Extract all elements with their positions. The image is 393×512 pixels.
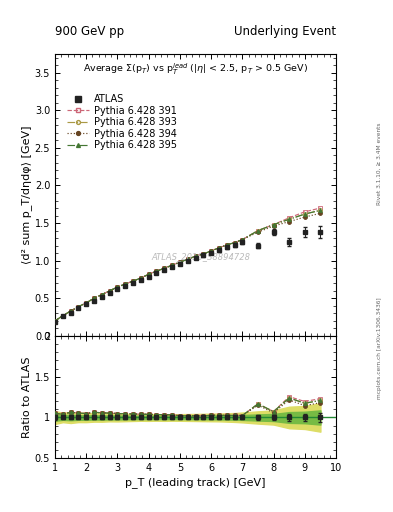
Text: ATLAS_2010_S8894728: ATLAS_2010_S8894728 bbox=[152, 252, 251, 262]
Legend: ATLAS, Pythia 6.428 391, Pythia 6.428 393, Pythia 6.428 394, Pythia 6.428 395: ATLAS, Pythia 6.428 391, Pythia 6.428 39… bbox=[66, 93, 179, 152]
Y-axis label: ⟨d² sum p_T/dηdφ⟩ [GeV]: ⟨d² sum p_T/dηdφ⟩ [GeV] bbox=[21, 125, 32, 264]
Text: Rivet 3.1.10, ≥ 3.4M events: Rivet 3.1.10, ≥ 3.4M events bbox=[377, 122, 382, 205]
Y-axis label: Ratio to ATLAS: Ratio to ATLAS bbox=[22, 356, 32, 438]
Text: 900 GeV pp: 900 GeV pp bbox=[55, 26, 124, 38]
Text: Average $\Sigma$(p$_T$) vs p$_T^{lead}$ (|$\eta$| < 2.5, p$_T$ > 0.5 GeV): Average $\Sigma$(p$_T$) vs p$_T^{lead}$ … bbox=[83, 62, 308, 77]
Text: Underlying Event: Underlying Event bbox=[234, 26, 336, 38]
X-axis label: p_T (leading track) [GeV]: p_T (leading track) [GeV] bbox=[125, 477, 266, 488]
Text: mcplots.cern.ch [arXiv:1306.3436]: mcplots.cern.ch [arXiv:1306.3436] bbox=[377, 297, 382, 399]
